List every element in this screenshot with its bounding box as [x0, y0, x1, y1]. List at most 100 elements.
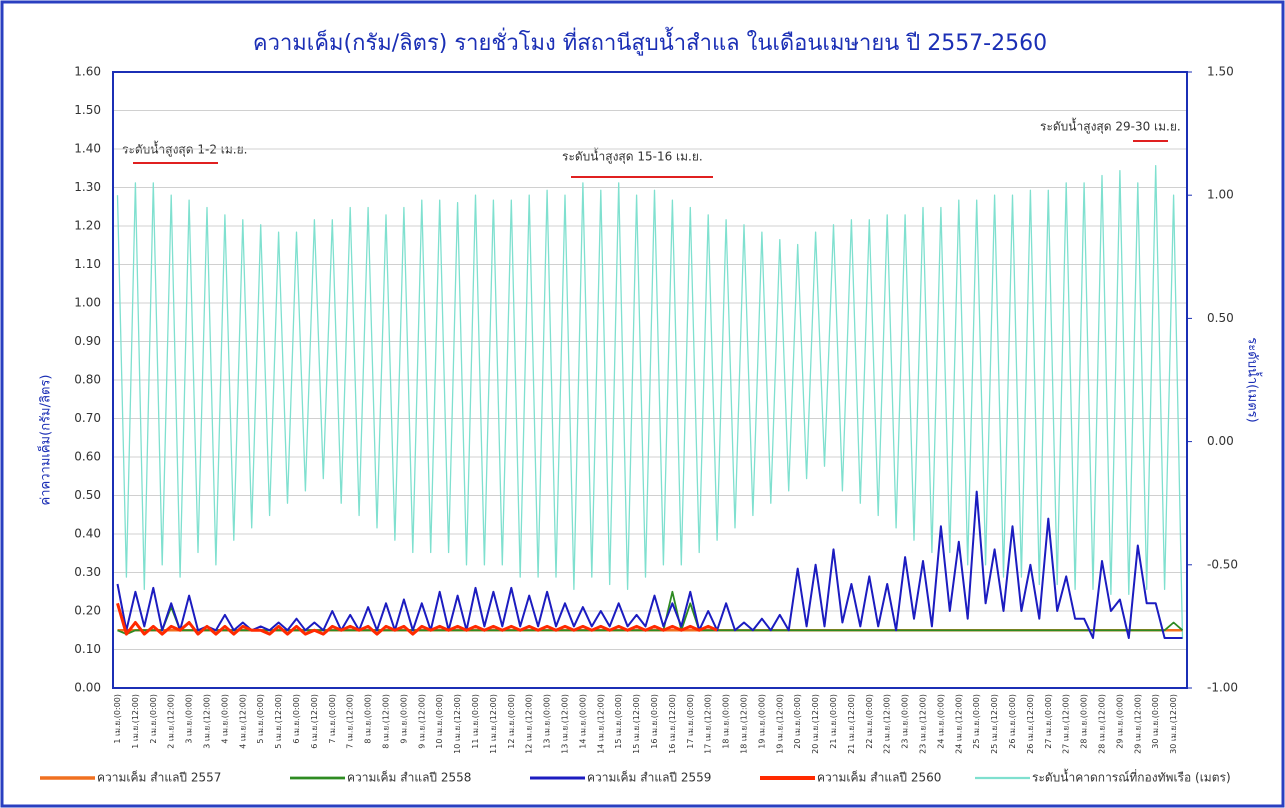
x-tick-label: 10 เม.ย.(12:00) [453, 694, 462, 754]
x-tick-label: 27 เม.ย.(12:00) [1062, 694, 1071, 754]
y-tick-label: 0.80 [74, 373, 101, 387]
x-tick-label: 4 เม.ย.(0:00) [220, 694, 229, 744]
y2-tick-label: 1.50 [1207, 65, 1234, 79]
x-tick-label: 24 เม.ย.(0:00) [936, 694, 945, 749]
y2-tick-label: -0.50 [1207, 557, 1238, 571]
x-tick-label: 8 เม.ย.(12:00) [381, 694, 390, 749]
y-tick-label: 0.70 [74, 411, 101, 425]
y-tick-label: 1.30 [74, 180, 101, 194]
y2-axis-label: ระดับน้ำ(เมตร) [1245, 337, 1263, 422]
x-tick-label: 1 เม.ย.(0:00) [113, 694, 122, 744]
y2-tick-label: -1.00 [1207, 681, 1238, 695]
legend-label: ความเค็ม สำแลปี 2559 [587, 770, 711, 785]
y-tick-label: 0.00 [74, 681, 101, 695]
x-tick-label: 26 เม.ย.(0:00) [1008, 694, 1017, 749]
x-tick-label: 18 เม.ย.(12:00) [739, 694, 748, 754]
series-line [116, 602, 718, 636]
x-tick-label: 30 เม.ย.(12:00) [1169, 694, 1178, 754]
y-axis-label: ค่าความเค็ม(กรัม/ลิตร) [36, 375, 54, 506]
x-tick-label: 12 เม.ย.(0:00) [507, 694, 516, 749]
x-tick-label: 19 เม.ย.(12:00) [775, 694, 784, 754]
x-tick-label: 14 เม.ย.(0:00) [578, 694, 587, 749]
y-tick-label: 1.40 [74, 142, 101, 156]
x-tick-label: 17 เม.ย.(0:00) [686, 694, 695, 749]
y-tick-label: 0.10 [74, 642, 101, 656]
y2-tick-label: 0.50 [1207, 311, 1234, 325]
x-tick-label: 25 เม.ย.(0:00) [972, 694, 981, 749]
x-tick-label: 24 เม.ย.(12:00) [954, 694, 963, 754]
x-tick-label: 30 เม.ย.(0:00) [1151, 694, 1160, 749]
x-tick-label: 12 เม.ย.(12:00) [525, 694, 534, 754]
x-tick-label: 5 เม.ย.(12:00) [274, 694, 283, 749]
x-tick-label: 15 เม.ย.(12:00) [632, 694, 641, 754]
y-tick-label: 1.20 [74, 219, 101, 233]
y-tick-label: 0.40 [74, 527, 101, 541]
y-tick-label: 0.20 [74, 604, 101, 618]
x-tick-label: 2 เม.ย.(12:00) [167, 694, 176, 749]
y2-tick-label: 0.00 [1207, 434, 1234, 448]
x-tick-label: 28 เม.ย.(0:00) [1080, 694, 1089, 749]
y-tick-label: 1.60 [74, 65, 101, 79]
x-tick-label: 27 เม.ย.(0:00) [1044, 694, 1053, 749]
x-tick-label: 7 เม.ย.(0:00) [328, 694, 337, 744]
y2-tick-label: 1.00 [1207, 188, 1234, 202]
legend-label: ความเค็ม สำแลปี 2560 [817, 770, 941, 785]
x-tick-label: 18 เม.ย.(0:00) [722, 694, 731, 749]
annotation: ระดับน้ำสูงสุด 15-16 เม.ย. [562, 148, 703, 165]
x-tick-label: 25 เม.ย.(12:00) [990, 694, 999, 754]
x-tick-label: 23 เม.ย.(0:00) [901, 694, 910, 749]
x-tick-label: 9 เม.ย.(12:00) [417, 694, 426, 749]
x-tick-label: 11 เม.ย.(0:00) [471, 694, 480, 749]
x-tick-label: 16 เม.ย.(12:00) [668, 694, 677, 754]
x-tick-label: 11 เม.ย.(12:00) [489, 694, 498, 754]
y-tick-label: 1.00 [74, 296, 101, 310]
x-tick-label: 4 เม.ย.(12:00) [238, 694, 247, 749]
chart-title: ความเค็ม(กรัม/ลิตร) รายชั่วโมง ที่สถานีส… [253, 27, 1047, 56]
x-tick-label: 9 เม.ย.(0:00) [399, 694, 408, 744]
x-tick-label: 28 เม.ย.(12:00) [1097, 694, 1106, 754]
x-tick-label: 29 เม.ย.(0:00) [1115, 694, 1124, 749]
y-tick-label: 1.50 [74, 103, 101, 117]
y-tick-label: 0.50 [74, 488, 101, 502]
x-tick-label: 3 เม.ย.(12:00) [202, 694, 211, 749]
y-tick-label: 0.30 [74, 565, 101, 579]
x-tick-label: 20 เม.ย.(12:00) [811, 694, 820, 754]
x-tick-label: 7 เม.ย.(12:00) [346, 694, 355, 749]
series-line [116, 164, 1184, 639]
x-tick-label: 21 เม.ย.(12:00) [847, 694, 856, 754]
legend-label: ความเค็ม สำแลปี 2558 [347, 770, 471, 785]
x-tick-label: 19 เม.ย.(0:00) [757, 694, 766, 749]
x-tick-label: 3 เม.ย.(0:00) [185, 694, 194, 744]
x-tick-label: 8 เม.ย.(0:00) [364, 694, 373, 744]
x-tick-label: 22 เม.ย.(12:00) [883, 694, 892, 754]
x-tick-label: 21 เม.ย.(0:00) [829, 694, 838, 749]
x-tick-label: 6 เม.ย.(0:00) [292, 694, 301, 744]
x-tick-label: 26 เม.ย.(12:00) [1026, 694, 1035, 754]
x-tick-label: 14 เม.ย.(12:00) [596, 694, 605, 754]
legend-label: ความเค็ม สำแลปี 2557 [97, 770, 221, 785]
y-tick-label: 0.90 [74, 334, 101, 348]
x-tick-label: 13 เม.ย.(0:00) [543, 694, 552, 749]
legend-label: ระดับน้ำคาดการณ์ที่กองทัพเรือ (เมตร) [1032, 769, 1231, 785]
series-line [116, 490, 1183, 639]
x-tick-label: 1 เม.ย.(12:00) [131, 694, 140, 749]
plot-border [112, 71, 1188, 689]
y-tick-label: 1.10 [74, 257, 101, 271]
x-tick-label: 15 เม.ย.(0:00) [614, 694, 623, 749]
x-tick-label: 22 เม.ย.(0:00) [865, 694, 874, 749]
x-tick-label: 5 เม.ย.(0:00) [256, 694, 265, 744]
x-tick-label: 6 เม.ย.(12:00) [310, 694, 319, 749]
series-line [117, 590, 1184, 635]
x-tick-label: 20 เม.ย.(0:00) [793, 694, 802, 749]
y-tick-label: 0.60 [74, 450, 101, 464]
x-tick-label: 17 เม.ย.(12:00) [704, 694, 713, 754]
x-tick-label: 16 เม.ย.(0:00) [650, 694, 659, 749]
x-tick-label: 2 เม.ย.(0:00) [149, 694, 158, 744]
x-tick-label: 29 เม.ย.(12:00) [1133, 694, 1142, 754]
x-tick-label: 13 เม.ย.(12:00) [560, 694, 569, 754]
annotation: ระดับน้ำสูงสุด 29-30 เม.ย. [1040, 118, 1181, 135]
x-tick-label: 23 เม.ย.(12:00) [918, 694, 927, 754]
x-tick-label: 10 เม.ย.(0:00) [435, 694, 444, 749]
